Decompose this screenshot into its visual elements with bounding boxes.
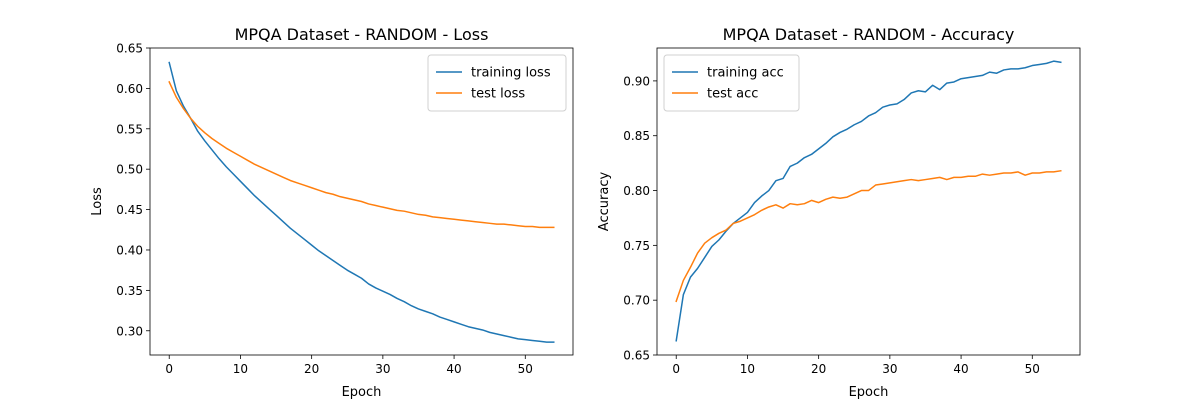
y-tick-label: 0.90 (623, 74, 650, 88)
series-line-training-acc (675, 60, 1062, 342)
y-tick-label: 0.75 (623, 239, 650, 253)
x-tick-label: 50 (518, 362, 533, 376)
x-tick-label: 30 (882, 362, 897, 376)
x-tick-label: 0 (165, 362, 173, 376)
y-tick-label: 0.65 (116, 42, 143, 56)
y-tick-label: 0.30 (116, 324, 143, 338)
legend-box (427, 54, 567, 112)
x-tick-label: 40 (446, 362, 461, 376)
x-tick-label: 20 (811, 362, 826, 376)
x-tick-label: 0 (672, 362, 680, 376)
axes-frame (656, 47, 1081, 356)
y-tick-label: 0.55 (116, 122, 143, 136)
legend: training loss test loss (427, 54, 567, 112)
y-tick-label: 0.50 (116, 163, 143, 177)
y-tick-label: 0.80 (623, 184, 650, 198)
x-axis-label: Epoch (342, 385, 382, 400)
x-tick-label: 10 (740, 362, 755, 376)
y-axis-label: Accuracy (597, 172, 612, 232)
series-line-test-acc (675, 169, 1062, 303)
y-tick-label: 0.40 (116, 243, 143, 257)
y-tick-label: 0.70 (623, 294, 650, 308)
chart-0: MPQA Dataset - RANDOM - Loss 0 10 20 30 40 50 0… (90, 25, 574, 400)
legend-box (663, 54, 800, 112)
legend-entry: test acc (707, 87, 758, 102)
y-axis-label: Loss (90, 187, 105, 216)
x-tick-label: 10 (233, 362, 248, 376)
x-tick-label: 40 (953, 362, 968, 376)
axes-frame (149, 47, 574, 356)
x-tick-label: 50 (1025, 362, 1040, 376)
y-tick-label: 0.65 (623, 349, 650, 363)
series-line-training-loss (168, 61, 555, 343)
legend-entry: training loss (471, 66, 551, 81)
legend-entry: training acc (707, 66, 784, 81)
x-axis-label: Epoch (849, 385, 889, 400)
y-tick-label: 0.45 (116, 203, 143, 217)
x-tick-label: 20 (304, 362, 319, 376)
y-tick-label: 0.85 (623, 129, 650, 143)
chart-title: MPQA Dataset - RANDOM - Accuracy (723, 25, 1015, 44)
x-tick-label: 30 (375, 362, 390, 376)
chart-title: MPQA Dataset - RANDOM - Loss (235, 25, 489, 44)
y-tick-label: 0.35 (116, 284, 143, 298)
legend-entry: test loss (471, 87, 525, 102)
series-line-test-loss (168, 80, 555, 229)
chart-1: MPQA Dataset - RANDOM - Accuracy 0 10 20 30 4… (597, 25, 1081, 400)
y-tick-label: 0.60 (116, 82, 143, 96)
legend: training acc test acc (663, 54, 800, 112)
